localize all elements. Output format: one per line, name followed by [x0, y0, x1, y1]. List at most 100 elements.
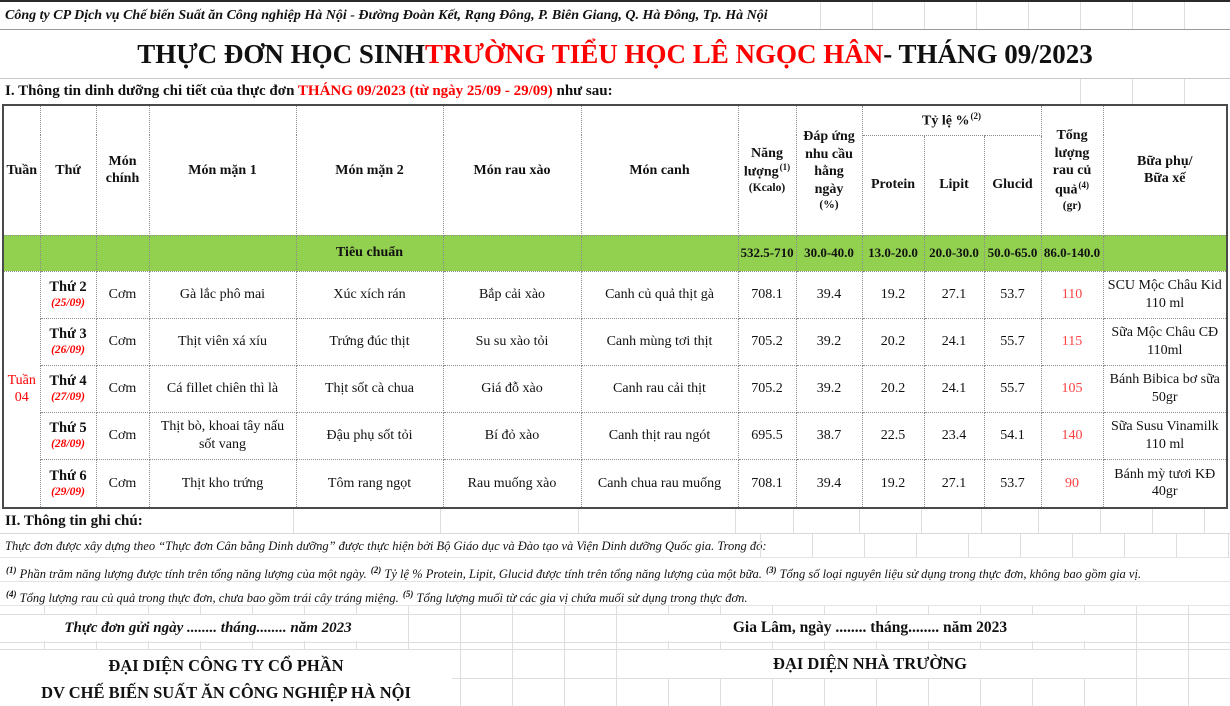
- energy-cell: 695.5: [737, 411, 797, 460]
- standard-empty-cell: [442, 234, 582, 272]
- header-energy-label: Năng lượng: [743, 145, 783, 180]
- menu-row: Tuần 04 Thứ 2 (25/09) Cơm Gà lắc phô mai…: [2, 270, 1228, 509]
- soup-cell: Canh mùng tơi thịt: [580, 317, 739, 366]
- note-line-1: Thực đơn được xây dựng theo “Thực đơn Câ…: [0, 534, 1230, 558]
- demand-cell: 39.4: [795, 270, 863, 319]
- company-representative-block: ĐẠI DIỆN CÔNG TY CỔ PHẦN DV CHẾ BIẾN SUẤ…: [0, 650, 452, 706]
- protein-cell: 19.2: [861, 270, 925, 319]
- gridline: [921, 509, 922, 533]
- header-veggies-unit: (gr): [1062, 199, 1082, 212]
- standard-empty-cell: [148, 234, 297, 272]
- snack-cell: Sữa Mộc Châu CĐ 110ml: [1102, 317, 1228, 366]
- page-title-suffix: - THÁNG 09/2023: [883, 38, 1093, 69]
- header-stirfry-veg: Món rau xào: [442, 104, 582, 236]
- header-ratio-sup: (2): [970, 110, 981, 121]
- soup-cell: Canh rau cải thịt: [580, 364, 739, 413]
- header-snack: Bữa phụ/ Bữa xế: [1102, 104, 1228, 236]
- salty-dish-1-cell: Thịt kho trứng: [148, 458, 297, 509]
- soup-cell: Canh củ quả thịt gà: [580, 270, 739, 319]
- standard-empty-cell: [95, 234, 150, 272]
- header-energy: Năng lượng(1) (Kcalo): [737, 104, 797, 236]
- glucid-cell: 54.1: [983, 411, 1042, 460]
- note-sup-1: (1): [6, 565, 17, 575]
- signing-place-date-line: Gia Lâm, ngày ........ tháng........ năm…: [630, 615, 1110, 641]
- veggies-cell: 90: [1040, 458, 1104, 509]
- standard-label: Tiêu chuẩn: [295, 234, 444, 272]
- company-representative-line2: DV CHẾ BIẾN SUẤT ĂN CÔNG NGHIỆP HÀ NỘI: [41, 682, 411, 702]
- menu-row: Thứ 3 (26/09) Cơm Thịt viên xá xíu Trứng…: [3, 317, 1228, 366]
- section-1-suffix: như sau:: [556, 83, 613, 99]
- main-dish-cell: Cơm: [95, 270, 150, 319]
- standard-protein: 13.0-20.0: [861, 234, 925, 272]
- salty-dish-2-cell: Trứng đúc thịt: [295, 317, 444, 366]
- main-dish-cell: Cơm: [95, 411, 150, 460]
- glucid-cell: 55.7: [983, 364, 1042, 413]
- week-label-line2: 04: [14, 390, 29, 406]
- veggies-cell: 115: [1040, 317, 1104, 366]
- note-line-2: (1) Phần trăm năng lượng được tính trên …: [0, 558, 1230, 582]
- gridline: [793, 509, 794, 533]
- standard-lipit: 20.0-30.0: [923, 234, 985, 272]
- salty-dish-1-cell: Gà lắc phô mai: [148, 270, 297, 319]
- section-2-heading: II. Thông tin ghi chú:: [0, 509, 1230, 534]
- menu-row: Thứ 5 (28/09) Cơm Thịt bò, khoai tây nấu…: [3, 411, 1228, 460]
- menu-sent-date-line: Thực đơn gửi ngày ........ tháng........…: [38, 615, 378, 641]
- veggies-cell: 105: [1040, 364, 1104, 413]
- header-daily-demand: Đáp ứng nhu cầu hằng ngày (%): [795, 104, 863, 236]
- header-veggies-label: Tổng lượng rau củ quả: [1052, 128, 1092, 198]
- header-salty-dish-1: Món mặn 1: [148, 104, 297, 236]
- veggies-cell: 140: [1040, 411, 1104, 460]
- day-cell: Thứ 2 (25/09): [39, 270, 97, 319]
- day-cell: Thứ 3 (26/09): [39, 317, 97, 366]
- standard-empty-cell: [580, 234, 739, 272]
- section-1-month-range: THÁNG 09/2023 (từ ngày 25/09 - 29/09): [297, 83, 553, 99]
- lipit-cell: 24.1: [923, 364, 985, 413]
- section-1-prefix: I. Thông tin dinh dưỡng chi tiết của thự…: [5, 83, 298, 99]
- glucid-cell: 53.7: [983, 270, 1042, 319]
- main-dish-cell: Cơm: [95, 364, 150, 413]
- section-2-label: II. Thông tin ghi chú:: [5, 513, 143, 529]
- header-snack-line1: Bữa phụ/: [1137, 153, 1193, 169]
- main-dish-cell: Cơm: [95, 317, 150, 366]
- week-cell: Tuần 04: [2, 270, 41, 509]
- menu-row: Thứ 4 (27/09) Cơm Cá fillet chiên thì là…: [3, 364, 1228, 413]
- school-representative-block: ĐẠI DIỆN NHÀ TRƯỜNG: [630, 650, 1110, 678]
- section-1-heading: I. Thông tin dinh dưỡng chi tiết của thự…: [0, 79, 1230, 104]
- header-ratio-group: Tỷ lệ %(2): [861, 104, 1042, 136]
- gridline: [440, 509, 441, 533]
- salty-dish-2-cell: Tôm rang ngọt: [295, 458, 444, 509]
- gridline: [1152, 509, 1153, 533]
- salty-dish-2-cell: Thịt sốt cà chua: [295, 364, 444, 413]
- header-lipit: Lipit: [923, 134, 985, 236]
- protein-cell: 22.5: [861, 411, 925, 460]
- snack-cell: SCU Mộc Châu Kid 110 ml: [1102, 270, 1228, 319]
- signature-footer: Thực đơn gửi ngày ........ tháng........…: [0, 606, 1230, 706]
- header-salty-dish-2: Món mặn 2: [295, 104, 444, 236]
- salty-dish-2-cell: Xúc xích rán: [295, 270, 444, 319]
- salty-dish-1-cell: Thịt bò, khoai tây nấu sốt vang: [148, 411, 297, 460]
- header-veggies-total: Tổng lượng rau củ quả(4) (gr): [1040, 104, 1104, 236]
- company-representative-line1: ĐẠI DIỆN CÔNG TY CỔ PHẦN: [108, 655, 344, 675]
- lipit-cell: 23.4: [923, 411, 985, 460]
- note-1-text: Thực đơn được xây dựng theo “Thực đơn Câ…: [5, 539, 767, 553]
- salty-dish-1-cell: Cá fillet chiên thì là: [148, 364, 297, 413]
- demand-cell: 39.4: [795, 458, 863, 509]
- gridline: [760, 534, 1230, 557]
- gridline: [0, 642, 1230, 643]
- note-sup-4: (4): [6, 589, 17, 599]
- snack-cell: Bánh Bibica bơ sữa 50gr: [1102, 364, 1228, 413]
- gridline: [1100, 509, 1101, 533]
- header-glucid: Glucid: [983, 134, 1042, 236]
- standard-empty-cell: [1102, 234, 1228, 272]
- snack-cell: Bánh mỳ tươi KĐ 40gr: [1102, 458, 1228, 509]
- gridline: [578, 509, 579, 533]
- lipit-cell: 27.1: [923, 270, 985, 319]
- header-veggies-sup: (4): [1078, 179, 1090, 190]
- protein-cell: 20.2: [861, 317, 925, 366]
- header-energy-unit: (Kcalo): [748, 182, 786, 195]
- company-line: Công ty CP Dịch vụ Chế biến Suất ăn Công…: [5, 8, 768, 23]
- note-sup-2: (2): [370, 565, 382, 575]
- standard-energy: 532.5-710: [737, 234, 797, 272]
- snack-cell: Sữa Susu Vinamilk 110 ml: [1102, 411, 1228, 460]
